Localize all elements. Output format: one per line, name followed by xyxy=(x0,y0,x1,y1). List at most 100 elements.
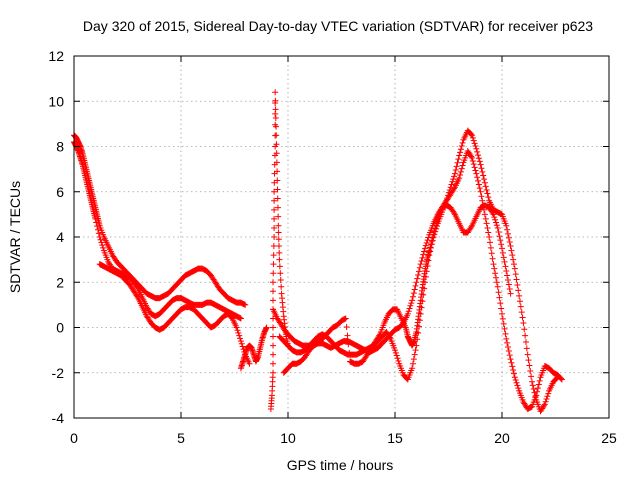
data-point xyxy=(491,214,498,221)
data-point xyxy=(522,332,529,339)
data-point xyxy=(395,357,402,364)
data-point xyxy=(513,379,520,386)
data-point xyxy=(511,374,518,381)
data-point xyxy=(512,271,519,278)
data-point xyxy=(413,342,420,349)
data-point xyxy=(484,190,491,197)
y-tick-label: -4 xyxy=(52,410,65,426)
data-point xyxy=(501,258,508,265)
data-point xyxy=(93,219,100,226)
data-point xyxy=(392,347,398,354)
data-point xyxy=(277,276,284,283)
data-point xyxy=(275,236,282,243)
data-point xyxy=(468,153,475,160)
data-point xyxy=(450,176,457,183)
data-point xyxy=(233,324,240,331)
data-point xyxy=(418,257,425,264)
data-point xyxy=(504,276,511,283)
data-point xyxy=(274,168,281,175)
data-point xyxy=(428,241,435,248)
data-point xyxy=(270,351,277,358)
data-point xyxy=(449,178,456,185)
data-point xyxy=(475,181,482,188)
data-point xyxy=(451,210,458,217)
data-point xyxy=(490,261,497,268)
data-point xyxy=(498,241,505,248)
data-point xyxy=(234,327,241,334)
data-point xyxy=(448,181,455,188)
data-point xyxy=(100,244,107,251)
data-point xyxy=(342,315,349,322)
data-point xyxy=(510,261,517,268)
data-point xyxy=(272,114,279,121)
data-point xyxy=(470,161,477,168)
data-point xyxy=(472,143,479,150)
data-point xyxy=(445,192,452,199)
data-point xyxy=(270,342,277,349)
data-point xyxy=(419,254,426,261)
data-point xyxy=(502,330,509,337)
data-point xyxy=(458,165,465,172)
data-point xyxy=(446,186,453,193)
data-point xyxy=(270,324,277,331)
data-point xyxy=(427,248,434,255)
data-point xyxy=(275,213,282,220)
x-tick-label: 20 xyxy=(494,430,510,446)
y-tick-label: 2 xyxy=(56,274,64,290)
data-point xyxy=(487,244,494,251)
data-point xyxy=(476,158,483,165)
data-point xyxy=(429,237,436,244)
data-point xyxy=(421,245,428,252)
x-tick-label: 25 xyxy=(601,430,617,446)
data-point xyxy=(534,385,541,392)
data-point xyxy=(271,215,278,222)
data-point xyxy=(469,154,476,161)
data-point xyxy=(457,146,464,153)
data-point xyxy=(475,155,482,162)
data-point xyxy=(408,300,415,307)
data-point xyxy=(237,315,244,322)
series-track-B xyxy=(71,138,244,322)
data-point xyxy=(544,393,551,400)
data-point xyxy=(459,139,466,146)
data-point xyxy=(430,234,437,240)
data-point xyxy=(481,179,488,186)
data-point xyxy=(525,357,532,364)
data-point xyxy=(506,238,513,245)
data-point xyxy=(540,402,547,409)
data-point xyxy=(394,355,401,362)
data-point xyxy=(468,224,475,231)
data-point xyxy=(529,382,536,389)
data-point xyxy=(97,236,104,243)
data-point xyxy=(478,165,485,172)
series-track-A xyxy=(71,132,249,308)
y-tick-label: 12 xyxy=(48,48,64,64)
data-point xyxy=(488,250,495,257)
data-point xyxy=(495,229,502,236)
data-point xyxy=(499,310,505,317)
data-point xyxy=(536,377,543,384)
data-point xyxy=(407,302,414,309)
data-point xyxy=(499,315,506,322)
data-point xyxy=(451,170,458,177)
data-point xyxy=(481,211,488,218)
data-point xyxy=(553,375,560,382)
data-point xyxy=(554,374,561,381)
data-point xyxy=(526,362,533,369)
data-point xyxy=(453,163,460,170)
data-point xyxy=(503,222,510,229)
data-point xyxy=(270,297,277,304)
data-point xyxy=(432,228,439,235)
data-point xyxy=(238,340,245,347)
data-point xyxy=(270,261,277,268)
data-point xyxy=(274,204,281,211)
data-point xyxy=(486,234,493,240)
y-axis-label: SDTVAR / TECUs xyxy=(7,181,23,293)
x-tick-label: 10 xyxy=(280,430,296,446)
data-point xyxy=(528,378,535,385)
data-point xyxy=(271,234,278,240)
data-point xyxy=(274,177,281,184)
data-point xyxy=(410,356,417,363)
data-point xyxy=(343,324,350,331)
data-point xyxy=(497,237,504,244)
